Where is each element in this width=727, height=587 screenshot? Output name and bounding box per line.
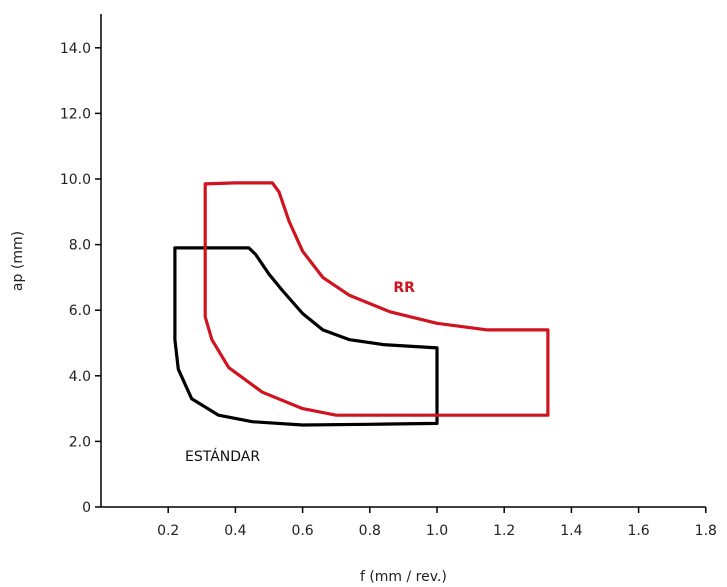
x-ticks: 0.2 0.4 0.6 0.8 1.0 1.2 1.4 1.6 1.8 xyxy=(157,507,717,539)
series-label: ESTÁNDAR xyxy=(185,448,260,465)
y-tick-label: 14.0 xyxy=(60,41,91,57)
y-ticks: 0 2.0 4.0 6.0 8.0 10.0 12.0 14.0 xyxy=(60,41,101,516)
annotation-layer: RR ESTÁNDAR xyxy=(185,280,415,465)
y-tick-label: 10.0 xyxy=(60,172,91,188)
y-tick-label: 8.0 xyxy=(69,238,91,254)
y-tick-label: 0 xyxy=(82,500,91,516)
y-tick-label: 12.0 xyxy=(60,106,91,122)
series-outline-1 xyxy=(203,181,550,417)
series-label: RR xyxy=(393,280,415,296)
x-tick-label: 1.4 xyxy=(560,523,582,539)
x-tick-label: 1.2 xyxy=(493,523,515,539)
x-tick-label: 0.6 xyxy=(291,523,313,539)
x-tick-label: 0.8 xyxy=(359,523,381,539)
x-tick-label: 1.0 xyxy=(426,523,448,539)
y-axis-title: ap (mm) xyxy=(10,231,26,291)
y-tick-label: 6.0 xyxy=(69,303,91,319)
y-tick-label: 2.0 xyxy=(69,434,91,450)
x-axis-title: f (mm / rev.) xyxy=(360,569,447,585)
y-tick-label: 4.0 xyxy=(69,369,91,385)
x-tick-label: 0.4 xyxy=(224,523,246,539)
series-outline-0 xyxy=(173,246,439,427)
x-tick-label: 0.2 xyxy=(157,523,179,539)
x-tick-label: 1.8 xyxy=(695,523,717,539)
series-layer xyxy=(173,181,550,427)
x-tick-label: 1.6 xyxy=(627,523,649,539)
